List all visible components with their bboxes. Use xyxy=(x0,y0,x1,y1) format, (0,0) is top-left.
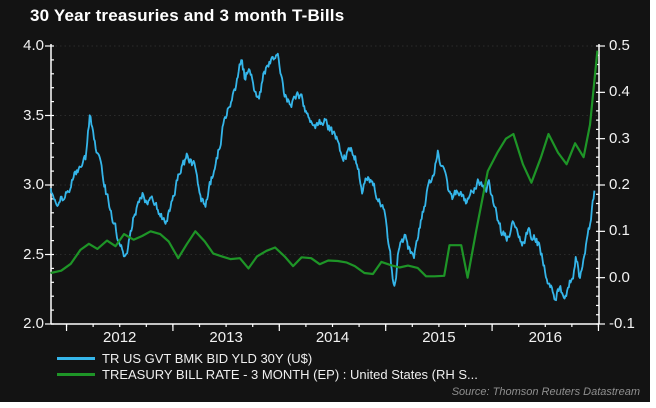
plot-area xyxy=(45,44,605,331)
legend-label-tbill-rate: TREASURY BILL RATE - 3 MONTH (EP) : Unit… xyxy=(102,366,478,382)
right-axis-tick-label: 0.5 xyxy=(609,37,630,54)
series-line-30y-yield xyxy=(49,52,596,302)
left-axis-tick-label: 2.0 xyxy=(23,315,44,332)
x-axis-year-label: 2016 xyxy=(528,329,562,346)
right-axis-tick-label: 0.2 xyxy=(609,176,630,193)
right-axis-tick-label: 0.0 xyxy=(609,268,630,286)
legend-swatch-green-line xyxy=(57,372,95,376)
x-axis-year-label: 2014 xyxy=(315,329,350,346)
legend: TR US GVT BMK BID YLD 30Y (U$) TREASURY … xyxy=(57,350,478,382)
chart-panel: 30 Year treasuries and 3 month T-Bills 4… xyxy=(0,0,650,402)
legend-item-tbill-rate: TREASURY BILL RATE - 3 MONTH (EP) : Unit… xyxy=(57,366,478,382)
left-axis-tick-label: 3.0 xyxy=(23,176,44,193)
left-axis-tick-label: 4.0 xyxy=(23,37,44,54)
right-axis-tick-label: 0.1 xyxy=(609,222,630,240)
legend-item-30y-yield: TR US GVT BMK BID YLD 30Y (U$) xyxy=(57,350,478,366)
legend-swatch-blue-line xyxy=(57,356,95,360)
left-axis-tick-label: 2.5 xyxy=(23,245,44,263)
series-line-3m-tbill xyxy=(50,50,599,279)
x-axis-year-label: 2012 xyxy=(103,329,137,346)
chart-title: 30 Year treasuries and 3 month T-Bills xyxy=(30,6,345,25)
x-axis-year-label: 2013 xyxy=(209,329,243,346)
source-credit: Source: Thomson Reuters Datastream xyxy=(451,386,640,398)
left-axis-tick-label: 3.5 xyxy=(23,106,44,124)
x-axis-year-label: 2015 xyxy=(422,329,456,346)
right-axis-tick-label: 0.3 xyxy=(609,129,630,147)
legend-label-30y-yield: TR US GVT BMK BID YLD 30Y (U$) xyxy=(102,350,313,366)
right-axis-tick-label: 0.4 xyxy=(609,83,630,101)
right-axis-tick-label: -0.1 xyxy=(609,315,635,332)
